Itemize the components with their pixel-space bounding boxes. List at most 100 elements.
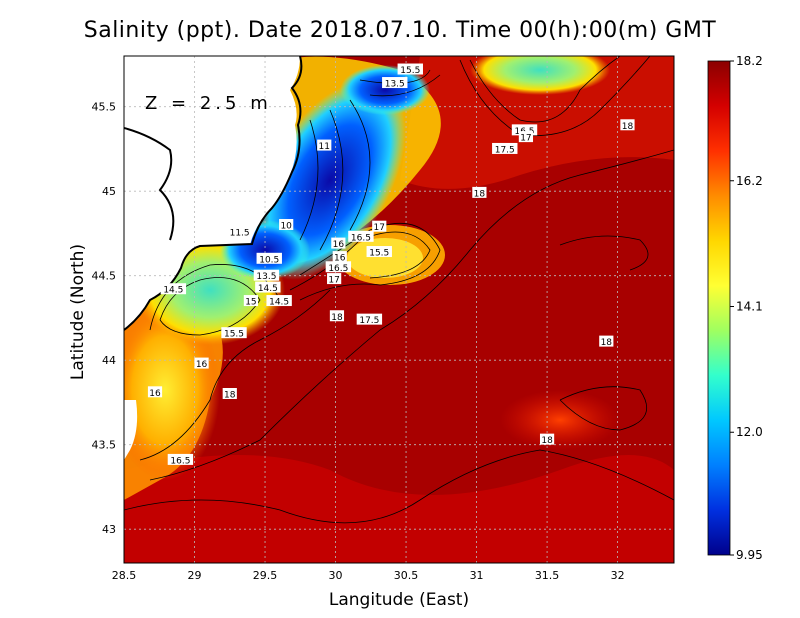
contour-label-text: 14.5 bbox=[163, 286, 183, 296]
field-cyan-north bbox=[340, 65, 430, 115]
contour-label: 16.5 bbox=[325, 261, 352, 274]
x-tick-label: 28.5 bbox=[112, 569, 137, 582]
contour-line bbox=[469, 56, 621, 123]
contour-label-text: 10 bbox=[280, 222, 292, 232]
contour-label: 16.5 bbox=[167, 453, 194, 466]
contour-line bbox=[559, 386, 648, 431]
contour-label-text: 16 bbox=[334, 254, 346, 264]
contour-label-box bbox=[256, 252, 282, 264]
contour-label-box bbox=[331, 237, 346, 249]
field-red-band-north bbox=[400, 56, 674, 189]
x-tick-label: 29.5 bbox=[253, 569, 278, 582]
contour-label: 15 bbox=[243, 295, 259, 308]
contour-label-box bbox=[382, 77, 408, 89]
field-red-patch bbox=[500, 390, 620, 450]
contour-label-box bbox=[325, 261, 352, 273]
land-mass bbox=[124, 56, 300, 330]
contour-label-box bbox=[147, 386, 163, 398]
colorbar-tick-label: 14.1 bbox=[736, 300, 763, 314]
contour-label: 17.5 bbox=[356, 313, 383, 326]
contour-label-box bbox=[160, 283, 187, 295]
contour-label-text: 15.5 bbox=[369, 249, 389, 259]
y-tick-label: 43.5 bbox=[92, 439, 117, 452]
contour-label: 15.5 bbox=[397, 63, 423, 76]
contour-label-text: 16.5 bbox=[170, 456, 190, 466]
colorbar-tick-label: 12.0 bbox=[736, 425, 763, 439]
contour-label-box bbox=[327, 273, 342, 285]
contour-label: 15.5 bbox=[366, 246, 392, 259]
contour-lines bbox=[124, 56, 674, 524]
contour-label-text: 16.5 bbox=[351, 233, 371, 243]
grid-lines bbox=[124, 56, 674, 563]
contour-label-text: 16 bbox=[149, 389, 161, 399]
contour-label-text: 15.5 bbox=[400, 66, 420, 76]
contour-label-box bbox=[366, 246, 392, 258]
contour-label-text: 17 bbox=[374, 223, 385, 233]
contour-label: 18 bbox=[539, 433, 555, 446]
contour-label-box bbox=[167, 453, 194, 465]
colorbar-ticks: 18.2 16.2 14.1 12.0 9.95 bbox=[730, 54, 763, 562]
depth-annotation: Z = 2.5 m bbox=[145, 93, 272, 114]
contour-label: 16 bbox=[147, 386, 163, 399]
contour-line bbox=[139, 289, 331, 461]
contour-label-box bbox=[255, 281, 281, 293]
contour-line bbox=[459, 56, 651, 137]
contour-label-box bbox=[243, 295, 259, 307]
contour-label: 13.5 bbox=[382, 77, 408, 90]
contour-line bbox=[559, 235, 649, 271]
contour-label-text: 17.5 bbox=[495, 145, 515, 155]
contour-label: 14.5 bbox=[266, 295, 292, 308]
contour-label-text: 15 bbox=[245, 298, 256, 308]
contour-line bbox=[124, 449, 674, 524]
contour-label-text: 15.5 bbox=[224, 330, 244, 340]
contour-label: 16.5 bbox=[348, 230, 374, 243]
contour-label-box bbox=[620, 119, 635, 131]
contour-label-box bbox=[518, 131, 534, 143]
contour-line bbox=[149, 149, 674, 481]
contour-label-box bbox=[253, 269, 280, 281]
contour-label-text: 13.5 bbox=[385, 80, 405, 90]
field-green-north bbox=[470, 56, 610, 95]
contour-label-box bbox=[194, 357, 209, 369]
contour-label-text: 11 bbox=[319, 142, 330, 152]
contour-line bbox=[369, 74, 441, 97]
contour-label-box bbox=[266, 295, 292, 307]
contour-label: 16 bbox=[331, 237, 346, 250]
land-coast-south bbox=[124, 400, 138, 460]
contour-label-box bbox=[472, 186, 487, 198]
contour-label-box bbox=[539, 433, 555, 445]
x-tick-label: 32 bbox=[611, 569, 625, 582]
contour-label-box bbox=[221, 327, 247, 339]
contour-label: 17 bbox=[327, 273, 342, 286]
field-yellow-eddy bbox=[347, 238, 423, 278]
contour-label-box bbox=[599, 335, 614, 347]
contour-label-text: 10.5 bbox=[259, 255, 279, 265]
y-tick-label: 45 bbox=[102, 185, 116, 198]
x-axis-ticks: 28.5 29 29.5 30 30.5 31 31.5 32 bbox=[112, 569, 625, 582]
contour-label: 11 bbox=[317, 139, 332, 152]
x-tick-label: 31.5 bbox=[535, 569, 560, 582]
x-tick-label: 29 bbox=[188, 569, 202, 582]
contour-label-text: 14.5 bbox=[269, 298, 289, 308]
contour-label-box bbox=[329, 310, 345, 322]
field-yellow-blob-south bbox=[124, 300, 220, 480]
contour-label-box bbox=[222, 388, 237, 399]
x-tick-label: 31 bbox=[470, 569, 484, 582]
contour-label-text: 17.5 bbox=[359, 316, 379, 326]
contour-label-text: 18 bbox=[601, 338, 613, 348]
x-axis-label: Langitude (East) bbox=[328, 590, 470, 610]
contour-label: 17.5 bbox=[492, 142, 518, 155]
contour-label-text: 18 bbox=[224, 391, 236, 401]
y-tick-label: 43 bbox=[102, 523, 116, 536]
contour-label-box bbox=[356, 313, 383, 325]
contour-label-box bbox=[279, 219, 294, 230]
contour-label: 14.5 bbox=[255, 281, 281, 294]
colorbar-tick-label: 18.2 bbox=[736, 54, 763, 68]
contour-label-box bbox=[332, 251, 347, 263]
contour-label-text: 16 bbox=[333, 240, 345, 250]
contour-line bbox=[299, 119, 319, 241]
contour-label-text: 16.5 bbox=[328, 264, 348, 274]
y-tick-label: 44 bbox=[102, 354, 116, 367]
colorbar bbox=[707, 60, 731, 556]
